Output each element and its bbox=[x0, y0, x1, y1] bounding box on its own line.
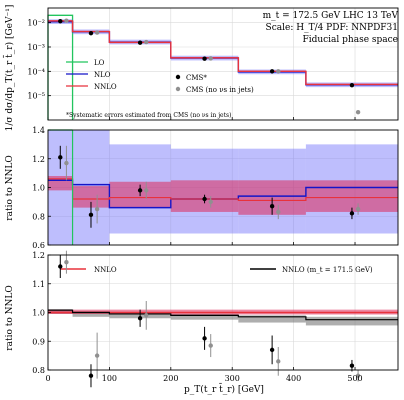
cms-nonu-point bbox=[355, 373, 361, 378]
annotation-line-2: Scale: H_T/4 PDF: NNPDF31 bbox=[266, 23, 398, 33]
mt1715-band bbox=[238, 315, 306, 323]
y-tick-label: 1.2 bbox=[32, 251, 45, 260]
legend-label-nnlo: NNLO bbox=[94, 83, 117, 91]
legend-label-cms-1: CMS (no νs in jets) bbox=[186, 86, 254, 94]
cms-point bbox=[269, 347, 275, 353]
x-tick-label: 0 bbox=[45, 374, 50, 383]
x-tick-label: 400 bbox=[286, 374, 301, 383]
lo-line bbox=[47, 14, 74, 120]
cms-nonu-point bbox=[276, 359, 281, 364]
cms-point bbox=[88, 373, 94, 378]
cms-point bbox=[88, 212, 94, 218]
y-tick-label: 0.6 bbox=[32, 241, 45, 250]
y-tick-label: 1.1 bbox=[32, 280, 45, 289]
x-tick-label: 100 bbox=[102, 374, 117, 383]
y-tick-label: 0.8 bbox=[32, 366, 45, 375]
y-tick-label: 1.4 bbox=[32, 126, 45, 135]
nnlo-band bbox=[72, 186, 110, 208]
cms-point bbox=[137, 188, 143, 193]
cms-nonu-point bbox=[144, 39, 149, 45]
y-tick-label: 10⁻⁴ bbox=[27, 67, 45, 76]
nnlo-band bbox=[48, 176, 73, 191]
cms-point bbox=[58, 18, 63, 24]
cms-nonu-point bbox=[276, 209, 281, 215]
cms-point bbox=[269, 203, 275, 209]
ylabel-bottom: ratio to NNLO bbox=[5, 285, 15, 350]
cms-point bbox=[202, 56, 207, 61]
annotation-line-3: Fiducial phase space bbox=[302, 35, 398, 45]
legend-marker-cms-0 bbox=[175, 74, 181, 80]
cms-nonu-point bbox=[208, 56, 213, 61]
y-tick-label: 10⁻² bbox=[27, 19, 45, 28]
cms-point bbox=[137, 316, 143, 321]
cms-point bbox=[58, 155, 63, 160]
cms-point bbox=[202, 196, 207, 202]
cms-nonu-point bbox=[64, 18, 69, 23]
cms-point bbox=[349, 82, 355, 88]
legend-label-cms-0: CMS* bbox=[186, 74, 207, 82]
cms-nonu-point bbox=[94, 30, 100, 35]
panel-middle: 0.6 0.8 1.0 1.2 1.4 bbox=[32, 126, 399, 250]
nnlo-line bbox=[48, 20, 398, 86]
cms-nonu-point bbox=[94, 353, 100, 358]
y-tick-label: 1.0 bbox=[32, 184, 45, 193]
x-tick-label: 300 bbox=[225, 374, 240, 383]
panel-bottom: NNLO NNLO (m_t = 171.5 GeV) 0.8 0.9 1.0 1.1 1.… bbox=[32, 250, 399, 388]
cms-nonu-point bbox=[208, 343, 213, 348]
cms-point bbox=[137, 40, 143, 45]
xlabel: p_T(t_r t̄_r) [GeV] bbox=[184, 383, 264, 395]
cms-nonu-point bbox=[64, 259, 69, 265]
x-tick-label: 200 bbox=[163, 374, 178, 383]
cms-nonu-point bbox=[64, 160, 69, 166]
cms-nonu-point bbox=[94, 206, 100, 212]
y-tick-label: 0.8 bbox=[32, 212, 45, 221]
nnlo-band bbox=[305, 180, 398, 212]
y-tick-label: 0.9 bbox=[32, 337, 45, 346]
annotation-line-1: m_t = 172.5 GeV LHC 13 TeV bbox=[263, 11, 399, 21]
ylabel-middle: ratio to NNLO bbox=[5, 155, 15, 220]
x-tick-label: 500 bbox=[347, 374, 362, 383]
cms-nonu-point bbox=[276, 69, 281, 74]
cms-point bbox=[88, 30, 94, 36]
cms-point bbox=[58, 264, 63, 269]
legend-label-mt1715: NNLO (m_t = 171.5 GeV) bbox=[282, 266, 373, 274]
mt1715-band bbox=[305, 316, 398, 326]
mt1715-band bbox=[170, 313, 239, 320]
cms-nonu-point bbox=[144, 188, 149, 193]
cms-nonu-point bbox=[208, 199, 213, 205]
y-tick-label: 10⁻⁵ bbox=[27, 92, 45, 101]
footnote-text: *Systematic errors estimated from CMS (n… bbox=[66, 112, 231, 119]
ylabel-top: 1/σ dσ/dp_T(t_r t̄_r) [GeV⁻¹] bbox=[3, 5, 15, 132]
cms-point bbox=[349, 363, 355, 368]
cms-nonu-point bbox=[355, 206, 361, 212]
cms-point bbox=[202, 336, 207, 341]
legend-label-lo: LO bbox=[94, 59, 105, 67]
mt1715-line bbox=[48, 309, 398, 321]
legend-marker-cms-1 bbox=[175, 86, 181, 92]
cms-point bbox=[269, 69, 275, 74]
cms-nonu-point bbox=[355, 109, 361, 115]
y-tick-label: 1.2 bbox=[32, 155, 45, 164]
panel-top: LO NLO NNLO CMS* CMS (no νs in jets) 10⁻² 10⁻³… bbox=[27, 7, 399, 121]
cms-nonu-point bbox=[144, 313, 149, 318]
y-tick-label: 10⁻³ bbox=[27, 43, 45, 52]
y-tick-label: 1.0 bbox=[32, 309, 45, 318]
cms-point bbox=[349, 211, 355, 216]
panel-frame bbox=[47, 7, 399, 121]
legend-label-nnlo: NNLO bbox=[94, 266, 117, 274]
legend-label-nlo: NLO bbox=[94, 71, 111, 79]
